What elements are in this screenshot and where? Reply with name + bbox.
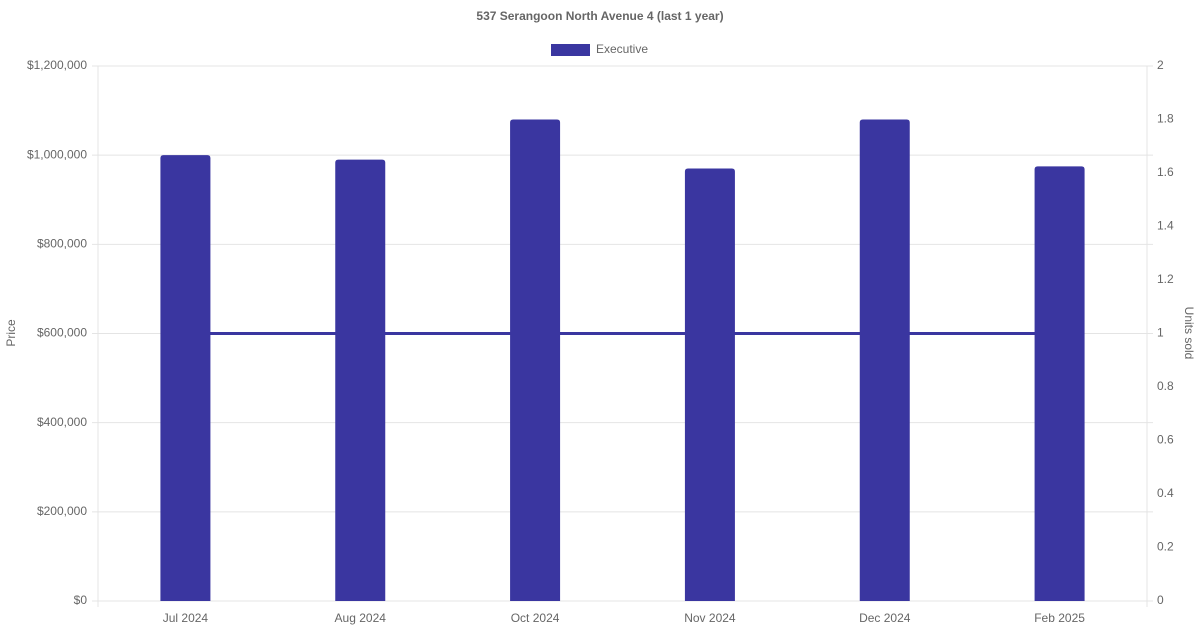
y2-tick-label: 0.6: [1157, 433, 1174, 447]
y-tick-label: $600,000: [37, 326, 87, 340]
x-tick-label: Oct 2024: [511, 611, 560, 625]
x-tick-label: Aug 2024: [335, 611, 387, 625]
y2-tick-label: 1.8: [1157, 112, 1174, 126]
bar: [1034, 166, 1085, 601]
legend-label: Executive: [596, 42, 648, 56]
y-tick-label: $200,000: [37, 504, 87, 518]
chart-title: 537 Serangoon North Avenue 4 (last 1 yea…: [476, 9, 723, 23]
x-tick-label: Nov 2024: [684, 611, 736, 625]
y-axis-title: Price: [4, 319, 18, 347]
y-tick-label: $400,000: [37, 415, 87, 429]
legend-swatch: [551, 44, 590, 56]
y-tick-label: $1,000,000: [27, 147, 87, 161]
y2-tick-label: 0: [1157, 593, 1164, 607]
y2-tick-label: 1: [1157, 326, 1164, 340]
x-tick-label: Feb 2025: [1034, 611, 1085, 625]
x-tick-label: Dec 2024: [859, 611, 911, 625]
bar: [859, 119, 910, 601]
y2-tick-label: 1.2: [1157, 272, 1174, 286]
y-tick-label: $800,000: [37, 237, 87, 251]
bar: [335, 159, 386, 601]
bar: [160, 155, 211, 601]
y2-axis-title: Units sold: [1182, 307, 1196, 360]
bar: [684, 168, 735, 601]
y2-tick-label: 2: [1157, 58, 1164, 72]
bar: [510, 119, 561, 601]
x-tick-label: Jul 2024: [163, 611, 209, 625]
y2-tick-label: 1.4: [1157, 219, 1174, 233]
y2-tick-label: 0.2: [1157, 540, 1174, 554]
y-tick-label: $1,200,000: [27, 58, 87, 72]
y-tick-label: $0: [74, 593, 88, 607]
y2-tick-label: 0.8: [1157, 379, 1174, 393]
y2-tick-label: 1.6: [1157, 165, 1174, 179]
y2-tick-label: 0.4: [1157, 486, 1174, 500]
